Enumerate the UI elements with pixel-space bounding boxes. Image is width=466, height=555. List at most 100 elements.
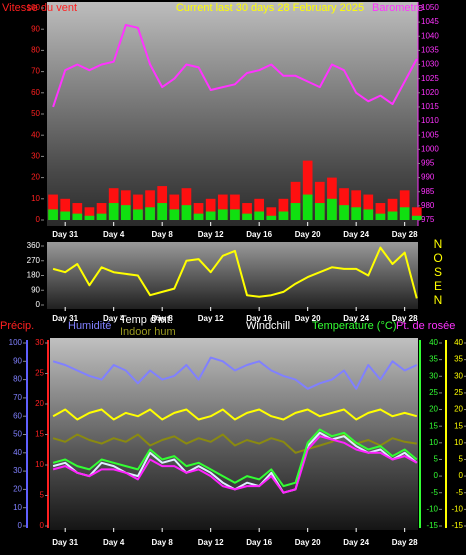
compass-label: N [434,293,443,307]
y-tick-label: 15 [454,421,463,430]
y-tick-label: 1035 [421,46,439,55]
bar [266,215,277,220]
bar [169,209,180,220]
y-tick-label: 1025 [421,74,439,83]
y-tick-label: 0 [40,521,45,530]
bar [157,203,168,220]
y-tick-label: 40 [31,130,40,139]
x-tick-label: Day 24 [343,538,369,547]
bar [84,215,95,220]
y-tick-label: -5 [456,488,464,497]
y-tick-label: 980 [421,201,435,210]
legend-entry: Indoor hum [120,326,176,338]
y-tick-label: 1000 [421,144,439,153]
bar [254,211,265,220]
y-tick-label: 70 [31,67,40,76]
plot-area [50,338,418,530]
legend-entry: Pt. de rosée [396,320,455,332]
x-tick-label: Day 16 [246,538,272,547]
x-tick-label: Day 16 [246,230,272,239]
bar [145,207,155,220]
y-tick-label: 5 [434,455,439,464]
y-tick-label: 40 [429,338,438,347]
x-tick-label: Day 24 [343,314,369,323]
series-line [52,435,418,494]
bar [314,181,325,220]
bar [411,215,422,220]
bar [314,203,325,220]
x-tick-label: Day 12 [198,230,224,239]
compass-label: O [433,251,442,265]
bar [302,160,313,220]
y-tick-label: 50 [31,109,40,118]
bar [48,194,58,220]
compass-label: E [434,279,442,293]
x-tick-label: Day 8 [152,538,174,547]
y-tick-label: 10 [454,438,463,447]
y-tick-label: 1030 [421,60,439,69]
y-tick-label: 90 [31,285,40,294]
series-line [52,408,418,421]
y-tick-label: -10 [451,504,463,513]
bar [205,198,216,220]
x-tick-label: Day 4 [103,230,125,239]
bar [193,213,204,220]
y-tick-label: 15 [35,430,44,439]
y-tick-label: -10 [426,504,438,513]
legend-entry: Windchill [246,320,290,332]
bar [351,207,362,220]
bar [411,207,422,220]
y-tick-label: -15 [451,521,463,530]
bar [254,198,265,220]
bar [48,209,58,220]
y-tick-label: 25 [429,388,438,397]
bar [96,213,107,220]
y-tick-label: 10 [31,194,40,203]
y-tick-label: 25 [35,369,44,378]
y-tick-label: 1015 [421,102,439,111]
y-tick-label: 1050 [421,3,439,12]
legend-entry: Temperature (°C) [312,320,396,332]
plot-area [47,2,418,226]
x-tick-label: Day 31 [52,314,78,323]
bar [181,188,192,220]
bar [96,203,107,220]
y-tick-label: 0 [434,471,439,480]
y-tick-label: 0 [36,215,41,224]
y-tick-label: 1010 [421,116,439,125]
bar [242,213,252,220]
y2-axis-label: Barometre [372,2,423,14]
bar [205,211,216,220]
y-tick-label: 20 [429,405,438,414]
bar [363,209,374,220]
y-tick-label: 0 [459,471,464,480]
bar [242,203,252,220]
series-line [52,356,418,390]
bar [133,194,143,220]
x-tick-label: Day 16 [246,314,272,323]
bar [169,194,180,220]
y-tick-label: 100 [27,3,41,12]
bar [60,211,71,220]
y-tick-label: 50 [13,430,22,439]
bar [399,190,410,220]
x-tick-label: Day 28 [392,230,418,239]
x-tick-label: Day 31 [52,230,78,239]
y-tick-label: 30 [454,371,463,380]
y3-axis-label: Précip. [0,320,34,332]
bar [278,198,289,220]
bar [363,194,374,220]
y-tick-label: 0 [18,521,23,530]
y-tick-label: -15 [426,521,438,530]
bar [181,205,192,220]
bar [399,207,410,220]
y-tick-label: 40 [13,448,22,457]
x-tick-label: Day 12 [198,538,224,547]
y-tick-label: 70 [13,393,22,402]
y-tick-label: 80 [31,46,40,55]
bar [375,203,386,220]
y-tick-label: 90 [31,24,40,33]
bar [327,198,337,220]
y-tick-label: 90 [13,356,22,365]
